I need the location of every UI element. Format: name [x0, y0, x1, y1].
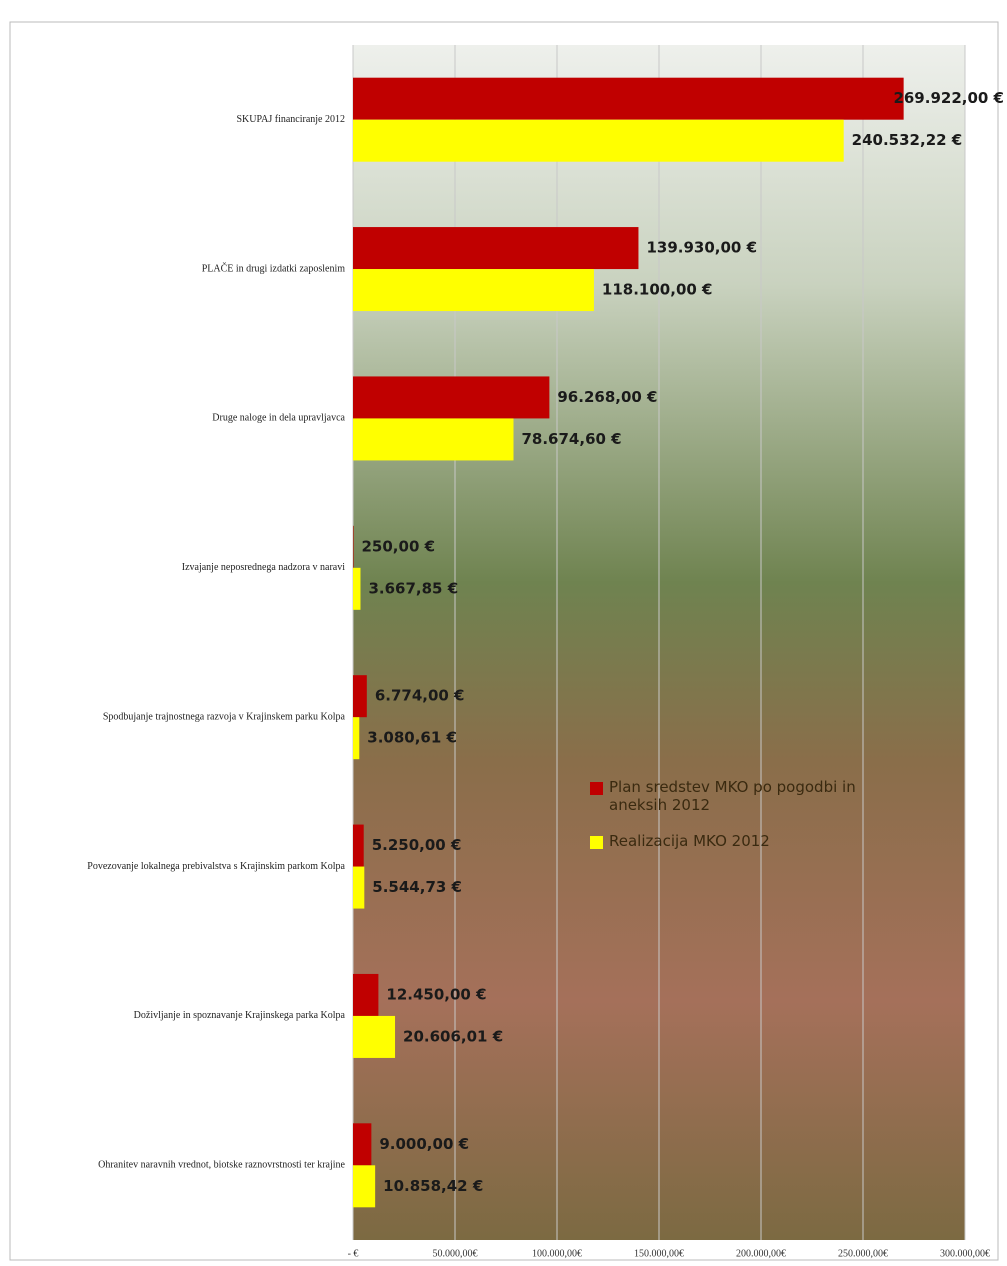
legend-item: Plan sredstev MKO po pogodbi in aneksih … [590, 778, 890, 814]
bar [353, 525, 354, 568]
value-label: 5.250,00 € [372, 836, 462, 854]
y-tick-label: Doživljanje in spoznavanje Krajinskega p… [134, 1010, 346, 1021]
bar [353, 227, 639, 270]
legend-label: Realizacija MKO 2012 [609, 832, 770, 850]
value-label: 20.606,01 € [403, 1027, 503, 1045]
bar [353, 717, 360, 760]
value-label: 10.858,42 € [383, 1177, 483, 1195]
y-tick-label: Spodbujanje trajnostnega razvoja v Kraji… [103, 711, 346, 722]
value-label: 5.544,73 € [372, 878, 462, 896]
value-label: 269.922,00 € [893, 89, 1004, 107]
value-label: 118.100,00 € [602, 281, 713, 299]
bar [353, 119, 844, 162]
value-label: 3.080,61 € [367, 729, 457, 747]
bar [353, 973, 379, 1016]
legend-label: Plan sredstev MKO po pogodbi in aneksih … [609, 778, 856, 814]
x-tick-label: - € [348, 1248, 359, 1259]
y-tick-label: Druge naloge in dela upravljavca [212, 413, 345, 424]
x-tick-label: 100.000,00€ [532, 1248, 582, 1259]
y-tick-label: Ohranitev naravnih vrednot, biotske razn… [98, 1160, 345, 1171]
value-label: 6.774,00 € [375, 687, 465, 705]
y-tick-label: Izvajanje neposrednega nadzora v naravi [182, 562, 345, 573]
value-label: 250,00 € [362, 537, 436, 555]
bar [353, 567, 361, 610]
legend-item: Realizacija MKO 2012 [590, 832, 890, 850]
x-tick-label: 300.000,00€ [940, 1248, 990, 1259]
value-label: 78.674,60 € [521, 430, 621, 448]
bar [353, 1015, 396, 1058]
y-tick-label: PLAČE in drugi izdatki zaposlenim [202, 262, 346, 274]
bar [353, 1123, 372, 1166]
value-label: 9.000,00 € [379, 1135, 469, 1153]
value-label: 12.450,00 € [386, 985, 486, 1003]
bar [353, 376, 550, 419]
bar [353, 418, 514, 461]
legend-swatch [590, 782, 603, 795]
bar [353, 866, 365, 909]
value-label: 3.667,85 € [368, 579, 458, 597]
bar [353, 1165, 376, 1208]
x-tick-label: 200.000,00€ [736, 1248, 786, 1259]
bar [353, 77, 904, 120]
bar [353, 675, 367, 718]
x-tick-label: 50.000,00€ [433, 1248, 478, 1259]
bar [353, 269, 594, 312]
y-tick-label: SKUPAJ financiranje 2012 [236, 114, 345, 125]
value-label: 240.532,22 € [852, 131, 963, 149]
y-tick-label: Povezovanje lokalnega prebivalstva s Kra… [87, 861, 345, 872]
bar [353, 824, 364, 867]
value-label: 139.930,00 € [646, 239, 757, 257]
legend: Plan sredstev MKO po pogodbi in aneksih … [590, 778, 890, 868]
x-tick-label: 150.000,00€ [634, 1248, 684, 1259]
value-label: 96.268,00 € [557, 388, 657, 406]
legend-swatch [590, 836, 603, 849]
x-tick-label: 250.000,00€ [838, 1248, 888, 1259]
